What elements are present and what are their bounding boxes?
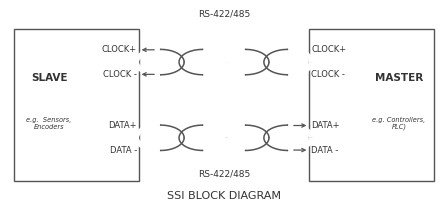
Text: DATA+: DATA+: [311, 121, 340, 130]
Text: e.g. Controllers,
PLC): e.g. Controllers, PLC): [372, 116, 426, 130]
Text: DATA+: DATA+: [108, 121, 137, 130]
Text: DATA -: DATA -: [311, 146, 338, 154]
Text: SLAVE: SLAVE: [31, 73, 67, 83]
Text: CLOCK -: CLOCK -: [311, 70, 345, 79]
Text: MASTER: MASTER: [375, 73, 423, 83]
Bar: [14, 29, 139, 181]
Text: CLOCK+: CLOCK+: [311, 45, 346, 54]
Text: CLOCK+: CLOCK+: [102, 45, 137, 54]
Text: SSI BLOCK DIAGRAM: SSI BLOCK DIAGRAM: [167, 191, 281, 201]
Text: RS-422/485: RS-422/485: [198, 170, 250, 178]
Bar: [309, 29, 434, 181]
Text: CLOCK -: CLOCK -: [103, 70, 137, 79]
Text: DATA -: DATA -: [110, 146, 137, 154]
Text: e.g.  Sensors,
Encoders: e.g. Sensors, Encoders: [26, 117, 72, 130]
Text: RS-422/485: RS-422/485: [198, 10, 250, 19]
